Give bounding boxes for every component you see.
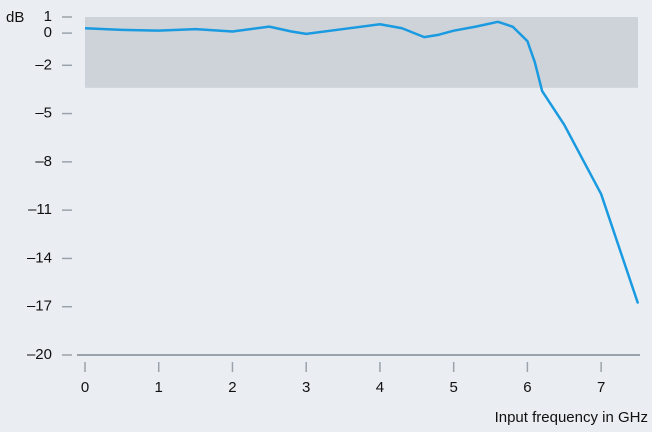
x-tick-label: 0 xyxy=(81,379,89,396)
x-tick-label: 1 xyxy=(155,379,163,396)
x-tick-label: 2 xyxy=(228,379,236,396)
x-tick-label: 6 xyxy=(523,379,531,396)
x-tick-label: 4 xyxy=(376,379,384,396)
x-axis-label: Input frequency in GHz xyxy=(495,409,648,426)
x-tick-label: 7 xyxy=(597,379,605,396)
y-tick-label: –17 xyxy=(27,298,52,315)
y-tick-label: –8 xyxy=(35,153,52,170)
y-tick-label: –14 xyxy=(27,249,52,266)
y-tick-label: 0 xyxy=(44,24,52,41)
y-tick-label: –20 xyxy=(27,346,52,363)
y-tick-label: –2 xyxy=(35,56,52,73)
data-line xyxy=(84,20,640,304)
y-unit-label: dB xyxy=(6,9,24,26)
y-tick-label: –11 xyxy=(28,201,52,218)
y-tick-label: –5 xyxy=(35,105,52,122)
x-tick-label: 3 xyxy=(302,379,310,396)
y-tick-label: 1 xyxy=(44,8,52,25)
x-tick-label: 5 xyxy=(449,379,457,396)
